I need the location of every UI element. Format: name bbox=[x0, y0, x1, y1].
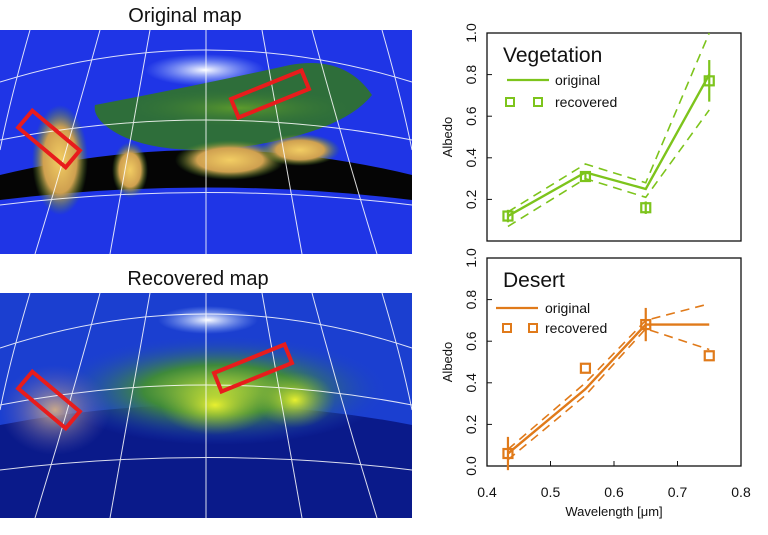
desert-y-tick-label: 0.6 bbox=[463, 331, 479, 351]
desert-y-axis-label: Albedo bbox=[440, 342, 455, 382]
recovered-map-desert-box bbox=[15, 368, 83, 432]
desert-panel-title: Desert bbox=[503, 269, 565, 292]
desert-recovered-point bbox=[579, 362, 592, 374]
recovered-map-ice bbox=[158, 306, 258, 334]
original-map-title: Original map bbox=[128, 5, 241, 27]
desert-legend-marker-label: recovered bbox=[545, 320, 607, 336]
desert-x-tick-label: 0.5 bbox=[541, 484, 561, 500]
recovered-map-title: Recovered map bbox=[127, 268, 268, 290]
desert-uncertainty-line-1 bbox=[507, 302, 710, 450]
vegetation-y-tick-label: 0.6 bbox=[463, 106, 479, 126]
desert-recovered-point bbox=[703, 350, 715, 362]
desert-y-tick-label: 1.0 bbox=[463, 248, 479, 268]
desert-x-tick-label: 0.4 bbox=[477, 484, 497, 500]
vegetation-legend-marker-swatch-1 bbox=[505, 97, 515, 107]
vegetation-legend-marker-swatch-2 bbox=[533, 97, 543, 107]
desert-recovered-point bbox=[640, 318, 652, 331]
vegetation-recovered-point bbox=[703, 75, 715, 87]
desert-y-tick-label: 0.0 bbox=[463, 456, 479, 476]
vegetation-legend-marker-label: recovered bbox=[555, 94, 617, 110]
vegetation-panel-title: Vegetation bbox=[503, 44, 602, 67]
recovered-map-vegetation-peak bbox=[160, 375, 270, 435]
recovered-map bbox=[0, 292, 413, 519]
vegetation-original-line bbox=[507, 74, 711, 218]
original-map-desert-central bbox=[175, 140, 285, 180]
desert-y-ticks: 0.0 0.2 0.4 0.6 0.8 1.0 bbox=[463, 248, 492, 476]
desert-x-tick-label: 0.8 bbox=[731, 484, 751, 500]
desert-legend-line-label: original bbox=[545, 300, 590, 316]
desert-y-tick-label: 0.2 bbox=[463, 414, 479, 434]
vegetation-recovered-point bbox=[579, 170, 592, 183]
recovered-map-vegetation-box bbox=[211, 341, 295, 395]
desert-recovered-point bbox=[502, 447, 514, 460]
vegetation-legend: original recovered bbox=[505, 72, 617, 110]
original-map bbox=[0, 29, 413, 255]
desert-original-line bbox=[507, 323, 710, 455]
desert-y-tick-label: 0.8 bbox=[463, 290, 479, 310]
vegetation-legend-line-label: original bbox=[555, 72, 600, 88]
vegetation-y-axis-label: Albedo bbox=[440, 117, 455, 157]
desert-uncertainty-line-2 bbox=[507, 327, 710, 461]
vegetation-series bbox=[502, 32, 715, 228]
vegetation-uncertainty-line-1 bbox=[507, 32, 710, 213]
desert-x-tick-label: 0.7 bbox=[668, 484, 688, 500]
vegetation-recovered-point bbox=[502, 210, 514, 222]
desert-x-ticks: 0.4 0.5 0.6 0.7 0.8 bbox=[477, 461, 751, 500]
vegetation-y-tick-label: 0.4 bbox=[463, 148, 479, 168]
vegetation-plot-frame bbox=[486, 32, 742, 242]
desert-x-axis-label: Wavelength [μm] bbox=[565, 504, 662, 519]
vegetation-recovered-point bbox=[640, 202, 652, 214]
vegetation-chart: 0.2 0.4 0.6 0.8 1.0 Albedo Vegetation origin… bbox=[440, 23, 742, 242]
recovered-map-desert-west bbox=[0, 365, 110, 455]
original-map-vegetation-box bbox=[228, 67, 312, 121]
desert-legend: original recovered bbox=[496, 300, 607, 336]
recovered-map-graticule bbox=[0, 292, 413, 519]
vegetation-y-ticks: 0.2 0.4 0.6 0.8 1.0 bbox=[463, 23, 492, 209]
desert-chart: 0.0 0.2 0.4 0.6 0.8 1.0 0.4 0.5 0.6 0.7 0.8 Albed… bbox=[440, 248, 751, 519]
vegetation-y-tick-label: 0.8 bbox=[463, 65, 479, 85]
desert-series bbox=[502, 302, 715, 471]
original-map-desert-box bbox=[15, 107, 83, 171]
vegetation-y-tick-label: 0.2 bbox=[463, 189, 479, 209]
desert-y-tick-label: 0.4 bbox=[463, 373, 479, 393]
vegetation-y-tick-label: 1.0 bbox=[463, 23, 479, 43]
vegetation-uncertainty-line-2 bbox=[507, 109, 710, 228]
desert-x-tick-label: 0.6 bbox=[604, 484, 624, 500]
desert-legend-marker-swatch-1 bbox=[502, 323, 512, 333]
desert-legend-marker-swatch-2 bbox=[528, 323, 538, 333]
